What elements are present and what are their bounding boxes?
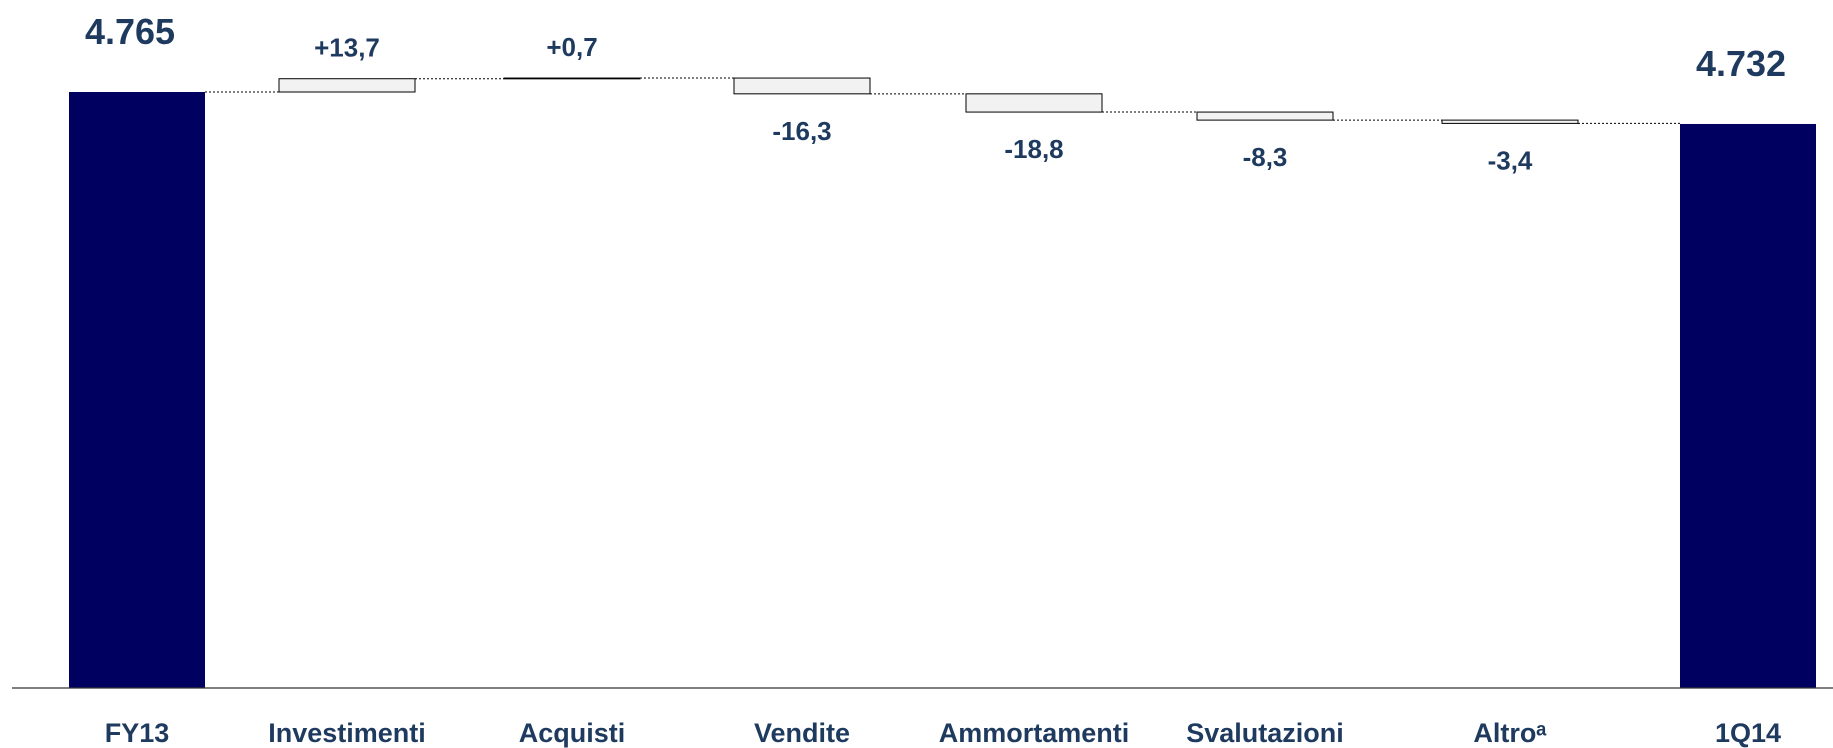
bar-svalutazioni <box>1196 111 1334 121</box>
connector-lines <box>205 77 1680 124</box>
bar-ammortamenti <box>965 93 1103 113</box>
category-label-vendite: Vendite <box>754 718 850 748</box>
bars-group <box>69 77 1816 689</box>
category-label-svalutazioni: Svalutazioni <box>1186 718 1344 748</box>
bar-altroa <box>1441 119 1579 124</box>
value-label-svalutazioni: -8,3 <box>1243 142 1288 172</box>
category-label-altroa: Altroᵃ <box>1473 718 1547 748</box>
category-label-fy13: FY13 <box>105 718 170 748</box>
value-label-1q14: 4.732 <box>1696 43 1786 84</box>
value-label-acquisti: +0,7 <box>546 32 597 62</box>
category-label-ammortamenti: Ammortamenti <box>939 718 1130 748</box>
bar-acquisti <box>503 77 641 80</box>
value-label-fy13: 4.765 <box>85 11 175 52</box>
value-label-investimenti: +13,7 <box>314 33 380 63</box>
category-label-1q14: 1Q14 <box>1715 718 1781 748</box>
bar-vendite <box>733 77 871 95</box>
bar-investimenti <box>278 78 416 93</box>
value-label-altroa: -3,4 <box>1488 145 1533 175</box>
category-labels-group: FY13 Investimenti Acquisti Vendite Ammortame… <box>105 718 1781 748</box>
category-label-acquisti: Acquisti <box>519 718 626 748</box>
bar-1q14 <box>1680 123 1816 689</box>
value-label-vendite: -16,3 <box>772 116 831 146</box>
bar-fy13 <box>69 92 205 688</box>
category-label-investimenti: Investimenti <box>268 718 426 748</box>
value-label-ammortamenti: -18,8 <box>1004 134 1063 164</box>
value-labels-group: 4.765 +13,7 +0,7 -16,3 -18,8 -8,3 -3,4 4.732 <box>85 11 1786 175</box>
